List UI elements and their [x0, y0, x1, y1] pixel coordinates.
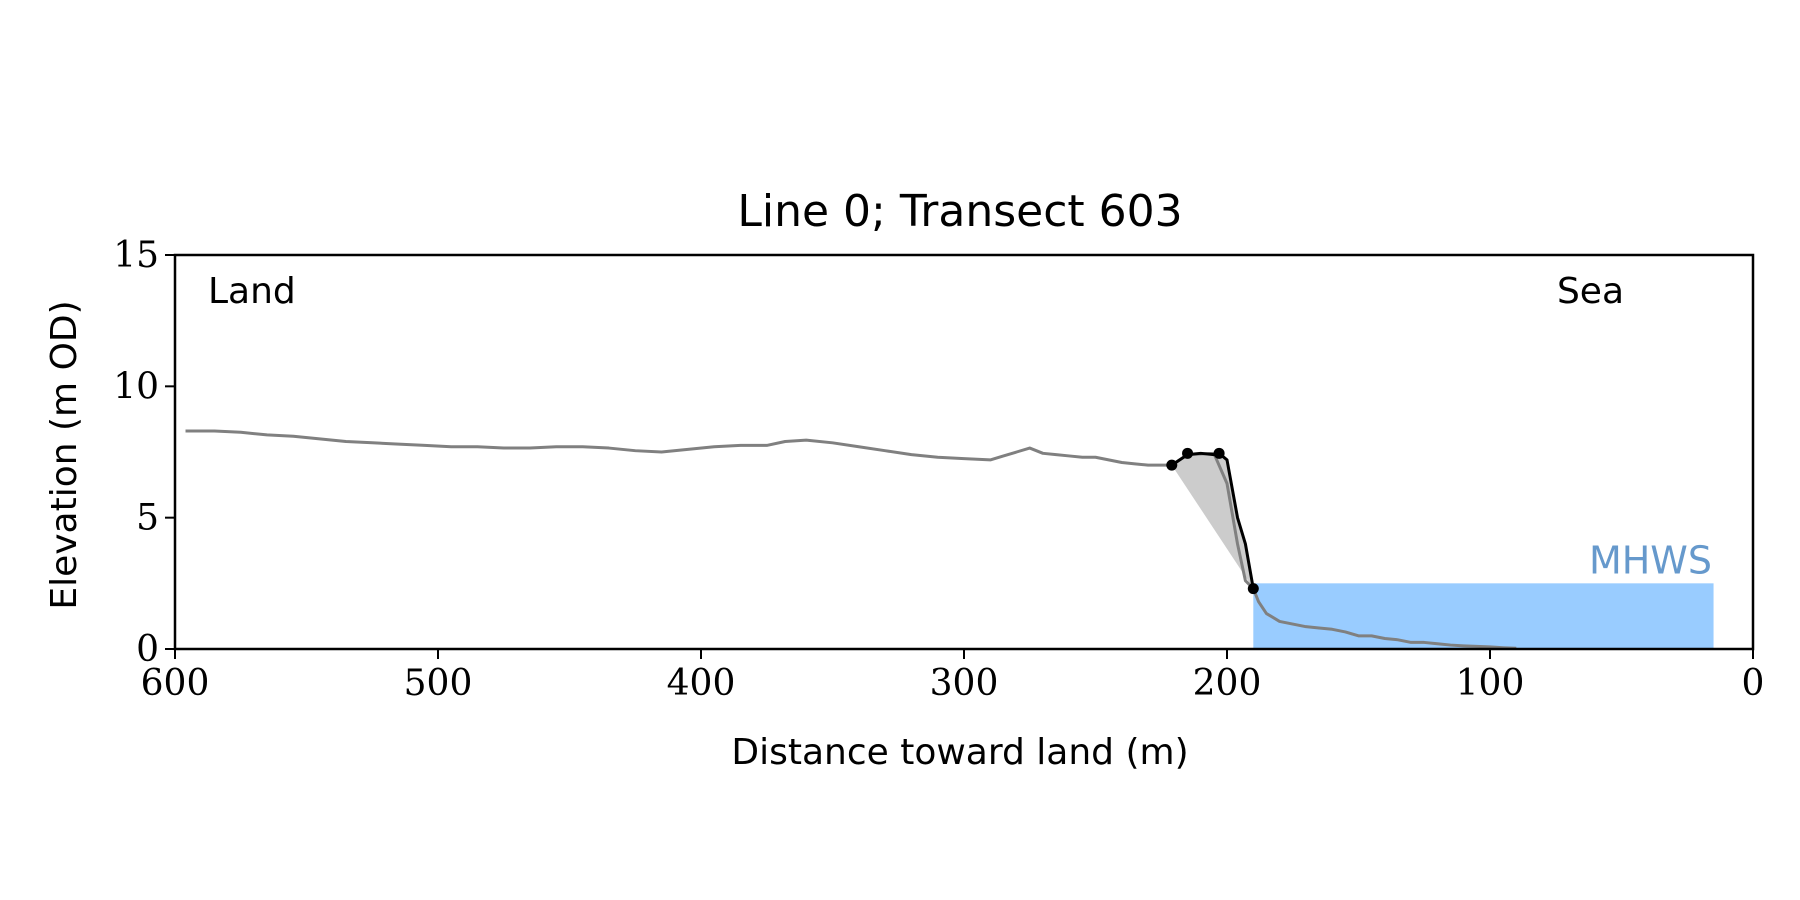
mhws-band — [1253, 583, 1714, 649]
x-tick-label: 300 — [930, 663, 999, 704]
x-tick-label: 200 — [1193, 663, 1262, 704]
y-tick-label: 15 — [113, 235, 159, 276]
cliff-marker — [1213, 447, 1225, 459]
series-line-profile — [185, 429, 1517, 650]
x-tick-label: 100 — [1456, 663, 1525, 704]
x-axis-label: Distance toward land (m) — [731, 732, 1188, 773]
y-axis-label: Elevation (m OD) — [44, 300, 85, 609]
y-tick-label: 5 — [136, 498, 159, 539]
cliff-fill — [1171, 453, 1254, 589]
land-label: Land — [208, 271, 296, 312]
y-tick-label: 10 — [113, 366, 159, 407]
sea-label: Sea — [1557, 271, 1624, 312]
x-tick-label: 0 — [1742, 663, 1765, 704]
cliff-marker — [1182, 447, 1194, 459]
cliff-marker — [1247, 583, 1259, 595]
x-tick-label: 600 — [141, 663, 210, 704]
x-tick-label: 400 — [667, 663, 736, 704]
chart-title: Line 0; Transect 603 — [737, 186, 1182, 237]
plot-area — [185, 429, 1714, 650]
mhws-label: MHWS — [1589, 538, 1712, 582]
cliff-marker — [1166, 459, 1178, 471]
x-tick-label: 500 — [404, 663, 473, 704]
axes: 600 500 400 300 200 100 0 0 5 10 15 — [113, 235, 1764, 704]
y-tick-label: 0 — [136, 629, 159, 670]
